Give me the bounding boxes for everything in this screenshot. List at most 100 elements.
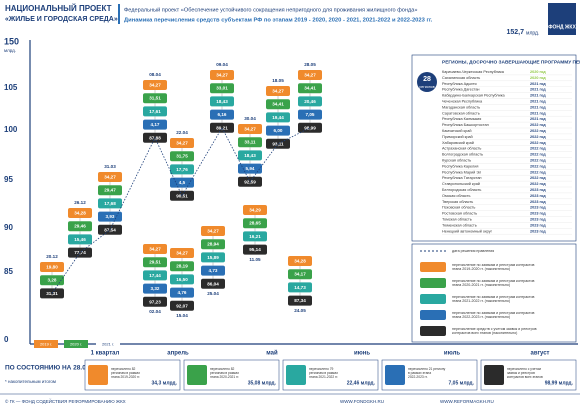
column-date: 09.04 <box>216 62 228 67</box>
legend-text: дата решения правления <box>452 249 494 253</box>
legend-swatch <box>420 262 446 272</box>
stage-box <box>170 138 194 148</box>
stage-box <box>170 248 194 258</box>
column-date: 25.04 <box>207 291 219 296</box>
region-name: Хабаровский край <box>442 141 474 145</box>
stage-value: 17,76 <box>176 167 188 172</box>
stage-box <box>143 244 167 254</box>
y-label: 100 <box>4 125 18 134</box>
region-year: 2022 год <box>530 141 546 145</box>
footer-amount: 34,3 млрд. <box>152 380 178 386</box>
stage-box <box>170 190 194 201</box>
stage-value: 28,94 <box>207 242 219 247</box>
stage-value: 4,73 <box>209 268 218 273</box>
stage-box <box>210 96 234 107</box>
column-date: 18.05 <box>272 78 284 83</box>
stage-value: 87,34 <box>294 298 306 303</box>
footer-amount: 7,05 млрд. <box>449 380 475 386</box>
stage-box <box>201 252 225 263</box>
footer-icon <box>385 365 405 385</box>
stage-box <box>266 112 290 123</box>
stage-box <box>98 211 122 222</box>
region-year: 2023 год <box>530 188 546 192</box>
stage-box <box>201 278 225 289</box>
stage-box <box>210 109 234 120</box>
stage-box <box>288 256 312 266</box>
stage-value: 19,44 <box>272 115 284 120</box>
region-name: Ставропольский край <box>442 182 480 186</box>
region-year: 2023 год <box>530 212 546 216</box>
footer-desc: перечислено с учетом заявок и реестров кон… <box>507 367 543 379</box>
region-year: 2022 год <box>530 123 546 127</box>
region-name: Республика Башкортостан <box>442 123 489 127</box>
region-year: 2023 год <box>530 206 546 210</box>
stage-box <box>170 177 194 188</box>
stage-value: 34,27 <box>176 141 188 146</box>
region-year: 2021 год <box>530 94 546 98</box>
stage-value: 89,21 <box>216 125 228 130</box>
footer-amount: 98,99 млрд. <box>545 380 574 386</box>
stage-box <box>288 282 312 293</box>
region-name: Белгородская область <box>442 188 481 192</box>
region-year: 2023 год <box>530 229 546 233</box>
stage-value: 4,5 <box>179 180 186 185</box>
region-year: 2022 год <box>530 176 546 180</box>
stage-box <box>210 122 234 133</box>
year-label: 2019 г. <box>40 342 52 347</box>
month-label: апрель <box>167 351 189 357</box>
footer-icon <box>484 365 504 385</box>
footer-icon <box>88 365 108 385</box>
stage-box <box>170 274 194 285</box>
stage-value: 95,14 <box>249 247 261 252</box>
footer-desc: перечислено 21 региону в рамках этапа 2022… <box>408 367 446 379</box>
region-year: 2020 год <box>530 76 546 80</box>
regions-panel <box>411 54 577 242</box>
region-name: Республика Татарстан <box>442 176 482 180</box>
stage-value: 92,07 <box>176 303 188 308</box>
stage-box <box>143 283 167 294</box>
stage-box <box>40 275 64 286</box>
stage-box <box>298 109 322 120</box>
stage-box <box>288 295 312 306</box>
stage-box <box>210 83 234 94</box>
column-date: 02.04 <box>149 309 161 314</box>
stage-box <box>243 244 267 255</box>
region-year: 2022 год <box>530 182 546 186</box>
stage-value: 4,17 <box>151 122 160 127</box>
region-year: 2020 год <box>530 70 546 74</box>
region-name: Сахалинская область <box>442 76 480 80</box>
column-date: 28.05 <box>304 62 316 67</box>
logo-box <box>548 3 576 35</box>
stage-value: 93,11 <box>272 141 284 146</box>
legend-text: перечисление по заявкам и реестрам контр… <box>452 311 535 319</box>
stage-box <box>170 300 194 311</box>
region-year: 2022 год <box>530 135 546 139</box>
stage-box <box>266 125 290 136</box>
stage-value: 34,27 <box>272 89 284 94</box>
count-badge <box>417 72 437 92</box>
month-label: август <box>531 351 550 357</box>
column-date: 30.04 <box>244 116 256 121</box>
region-name: Псковская область <box>442 206 475 210</box>
month-label: май <box>266 350 278 357</box>
stage-box <box>143 106 167 117</box>
region-name: Карачаево-Черкесская Республика <box>442 70 505 74</box>
stage-box <box>98 198 122 209</box>
footer-desc: перечислено 82 регионам в рамках этапа 202… <box>210 367 239 379</box>
stage-value: 90,51 <box>176 193 188 198</box>
stage-box <box>266 99 290 110</box>
region-name: Республика Марий Эл <box>442 170 481 174</box>
stage-value: 6,00 <box>274 128 283 133</box>
stage-value: 3,32 <box>151 286 160 291</box>
stage-value: 18,43 <box>244 153 256 158</box>
y-label: 0 <box>4 335 9 344</box>
year-label: 2020 г. <box>70 342 82 347</box>
stage-value: 29,47 <box>104 188 116 193</box>
footer-desc: перечислено 82 регионам в рамках этапа 201… <box>111 367 140 379</box>
column-date: 15.04 <box>176 313 188 318</box>
region-year: 2022 год <box>530 147 546 151</box>
stage-value: 34,27 <box>244 127 256 132</box>
legend-text: перечисление по заявкам и реестрам контр… <box>452 279 535 287</box>
stage-value: 5,94 <box>246 166 255 171</box>
stage-value: 31,75 <box>176 154 188 159</box>
